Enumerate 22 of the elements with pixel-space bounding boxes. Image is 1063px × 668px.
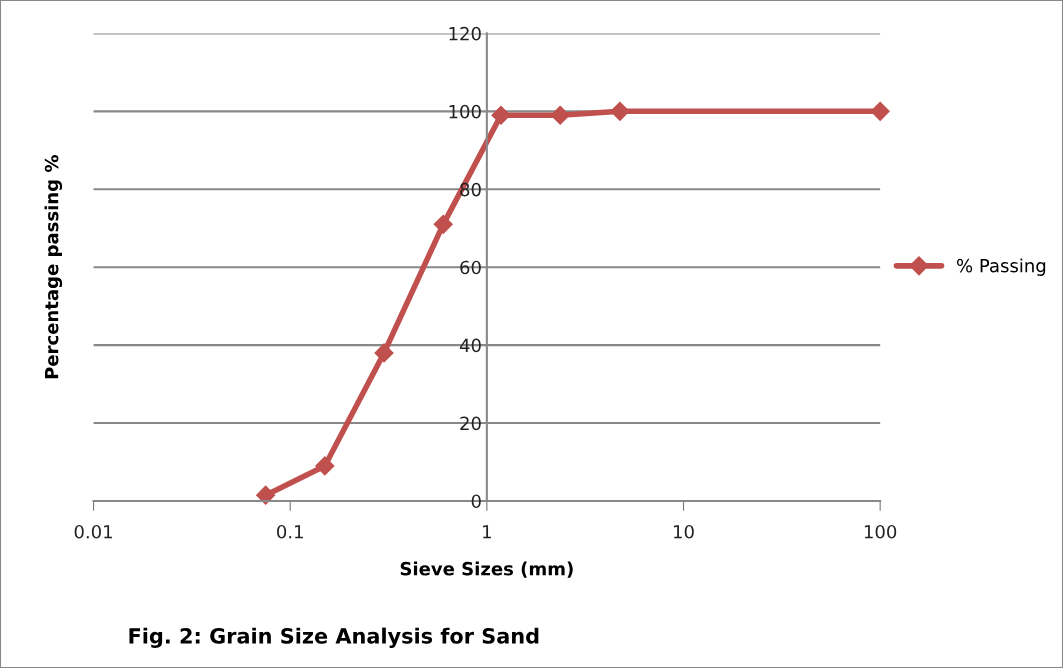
x-tick-label: 1 (483, 525, 491, 539)
caption: Fig. 2: Grain Size Analysis for Sand (129, 627, 539, 648)
y-tick-label: 0 (471, 494, 481, 509)
y-tick-label: 20 (460, 416, 481, 431)
point (374, 343, 394, 363)
point (433, 214, 453, 234)
legend-label: % Passing (956, 258, 1046, 276)
y-tick-label: 100 (449, 104, 481, 119)
x-axis-title: Sieve Sizes (mm) (400, 561, 573, 578)
x-tick-label: 0.1 (277, 524, 303, 539)
x-tick-label: 0.01 (74, 524, 112, 539)
y-axis-title: Percentage passing % (44, 155, 63, 379)
y-tick-label: 60 (460, 260, 481, 275)
point (610, 101, 630, 121)
point (256, 485, 276, 505)
y-tick-label: 120 (449, 26, 481, 41)
point (550, 105, 570, 125)
point (491, 105, 511, 125)
point (315, 456, 335, 476)
y-tick-label: 40 (459, 338, 481, 353)
x-tick-label: 100 (864, 524, 897, 539)
x-tick-label: 10 (674, 524, 694, 539)
